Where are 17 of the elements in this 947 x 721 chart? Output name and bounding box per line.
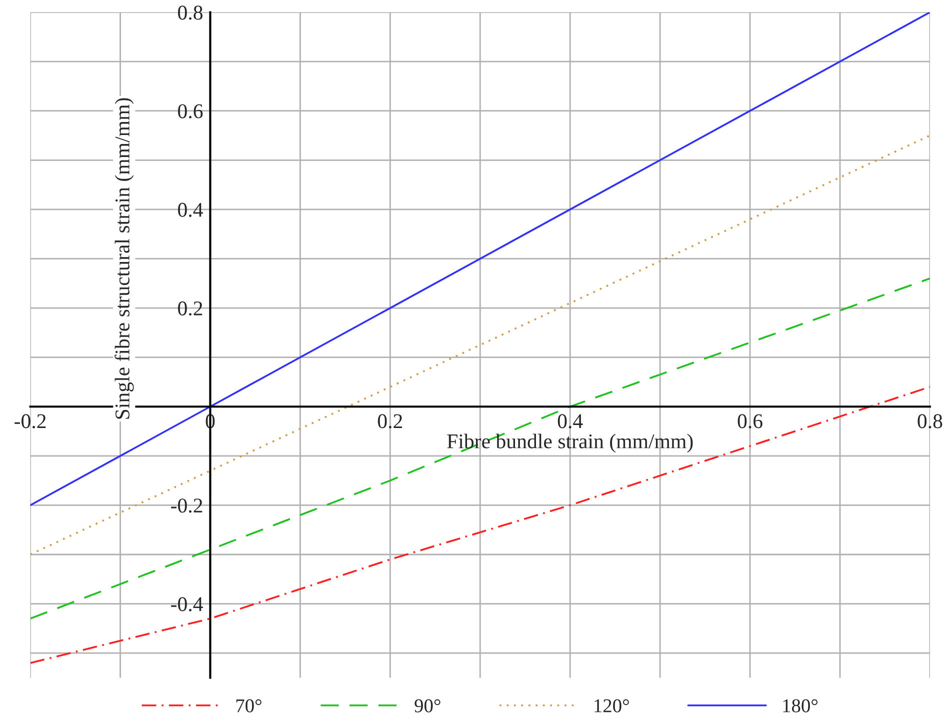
y-tick-label: 0.6	[178, 104, 203, 118]
legend-label: 70°	[236, 699, 262, 712]
x-tick-label: -0.2	[14, 414, 46, 428]
x-tick-label: 0.2	[378, 414, 402, 428]
y-tick-label: -0.2	[171, 498, 202, 513]
legend-label: 90°	[414, 699, 440, 712]
x-axis-title: Fibre bundle strain (mm/mm)	[447, 434, 693, 453]
y-tick-label: -0.4	[171, 597, 203, 612]
x-tick-label: 0.4	[558, 414, 583, 428]
y-axis-title: Single fibre structural strain (mm/mm)	[114, 98, 134, 419]
y-tick-label: 0.8	[178, 6, 202, 20]
x-tick-label: 0.6	[738, 414, 762, 428]
legend-label: 180°	[783, 699, 818, 712]
x-tick-label: 0.8	[918, 414, 942, 428]
y-tick-label: 0.4	[178, 202, 203, 217]
y-tick-label: 0.2	[178, 301, 202, 316]
legend-label: 120°	[594, 699, 629, 712]
